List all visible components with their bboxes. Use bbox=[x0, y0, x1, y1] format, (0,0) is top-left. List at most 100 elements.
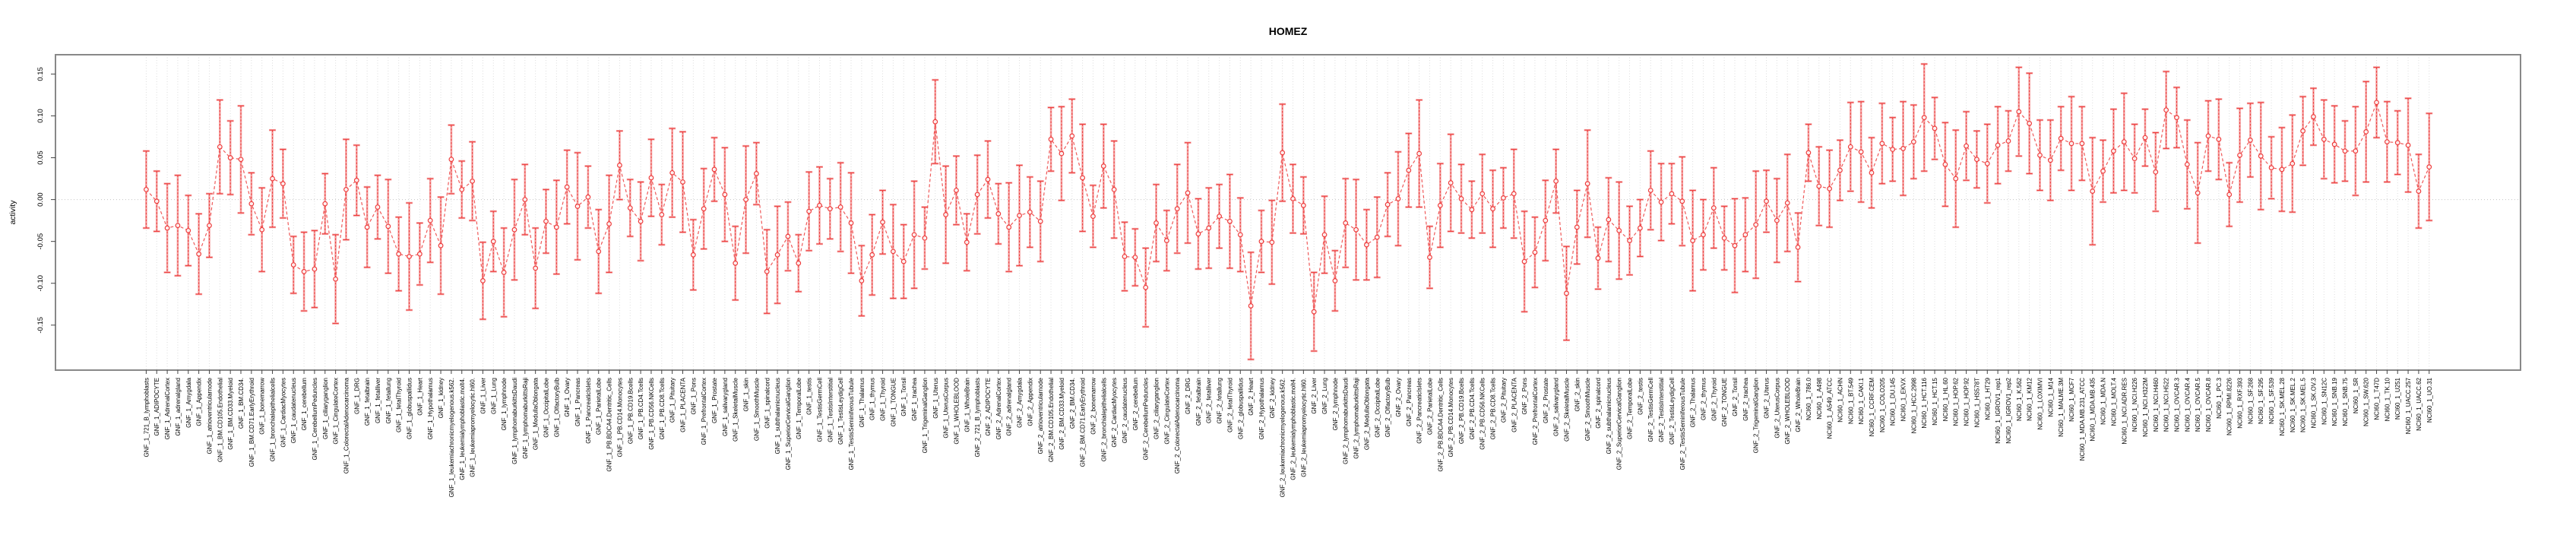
x-tick-label: GNF_1_atrioventricularnode bbox=[206, 377, 213, 454]
x-tick-label: GNF_1_Amygdala bbox=[185, 377, 192, 427]
data-point bbox=[1458, 196, 1464, 201]
data-point bbox=[1490, 206, 1495, 212]
x-tick-label: GNF_2_TestisInterstitial bbox=[1658, 378, 1665, 442]
data-point bbox=[2163, 107, 2169, 113]
x-tick-label: NCI60_1_BT.549 bbox=[1847, 377, 1854, 423]
data-point bbox=[1805, 150, 1812, 156]
data-point bbox=[1984, 160, 1990, 166]
data-point bbox=[1974, 157, 1979, 163]
data-point bbox=[1374, 234, 1380, 240]
data-point bbox=[207, 223, 212, 229]
x-tick-label: GNF_2_PB.CD8.Tcells bbox=[1490, 378, 1497, 439]
x-tick-label: NCI60_1_IGROV1_rep2 bbox=[2005, 377, 2012, 443]
data-point bbox=[511, 226, 517, 233]
data-point bbox=[1300, 202, 1306, 208]
data-point bbox=[1553, 178, 1559, 184]
x-tick-label: GNF_1_Thyroid bbox=[880, 378, 887, 421]
x-tick-label: GNF_1_subthalamicnucleus bbox=[774, 378, 781, 454]
data-point bbox=[1143, 284, 1149, 290]
data-point bbox=[1764, 198, 1769, 204]
data-point bbox=[1364, 242, 1369, 248]
x-tick-label: NCI60_1_HOP.62 bbox=[1953, 377, 1960, 426]
x-tick-label: GNF_2_PancreaticIslets bbox=[1416, 378, 1423, 444]
data-point bbox=[1616, 227, 1622, 233]
x-tick-label: GNF_2_Lung bbox=[1321, 378, 1328, 414]
data-point bbox=[627, 205, 633, 211]
data-point bbox=[2331, 141, 2337, 147]
x-tick-label: GNF_2_atrioventricularnode bbox=[1037, 377, 1044, 454]
data-point bbox=[2353, 148, 2359, 154]
data-point bbox=[543, 218, 549, 224]
data-point bbox=[1511, 191, 1517, 197]
x-tick-label: GNF_2_CardiacMyocytes bbox=[1111, 378, 1118, 448]
data-point bbox=[2027, 120, 2033, 126]
x-tick-label: GNF_2_SkeletalMuscle bbox=[1563, 377, 1570, 442]
data-point bbox=[964, 239, 970, 245]
x-tick-label: GNF_1_TestisLeydigCell bbox=[837, 378, 844, 445]
x-tick-label: NCI60_1_MALME.3M bbox=[2058, 378, 2065, 437]
x-tick-label: NCI60_1_ACHN bbox=[1837, 378, 1843, 423]
data-point bbox=[2121, 139, 2127, 145]
x-tick-label: GNF_2_lymphomaburkittsRaji bbox=[1353, 378, 1360, 459]
data-point bbox=[869, 252, 875, 258]
data-point bbox=[1784, 200, 1790, 206]
x-tick-label: GNF_1_leukemiapromyelocytic.hl60. bbox=[470, 378, 476, 477]
x-tick-label: GNF_2_WholeBrain bbox=[1795, 378, 1802, 432]
data-point bbox=[2311, 114, 2316, 119]
data-point bbox=[396, 251, 402, 257]
x-tick-label: GNF_1_BM.CD105.Endothelial bbox=[217, 378, 223, 462]
x-tick-label: GNF_2_OccipitalLobe bbox=[1374, 377, 1381, 437]
y-tick-label: 0.10 bbox=[36, 109, 45, 123]
x-tick-label: GNF_2_fetalThyroid bbox=[1226, 378, 1233, 432]
data-point bbox=[1964, 143, 1969, 149]
data-point bbox=[1290, 196, 1296, 201]
data-point bbox=[1753, 222, 1759, 228]
data-point bbox=[974, 192, 980, 198]
x-tick-label: NCI60_1_A549_ATCC bbox=[1827, 378, 1834, 439]
data-point bbox=[1027, 209, 1033, 215]
x-tick-label: GNF_1_spinalcord bbox=[764, 378, 771, 429]
data-point bbox=[1163, 238, 1169, 243]
data-point bbox=[1416, 150, 1422, 157]
x-tick-label: GNF_2_TrigeminalGanglion bbox=[1753, 378, 1760, 453]
data-point bbox=[574, 204, 581, 209]
x-tick-label: NCI60_1_SF.539 bbox=[2268, 377, 2275, 423]
data-point bbox=[1890, 147, 1896, 152]
x-tick-label: NCI60_1_SW.620 bbox=[2363, 377, 2370, 426]
data-point bbox=[806, 208, 812, 214]
x-tick-label: GNF_2_lymphomaburkittsDaudi bbox=[1343, 378, 1350, 464]
x-tick-label: GNF_2_Hypothalamus bbox=[1258, 378, 1265, 439]
data-point bbox=[1710, 205, 1717, 211]
data-point bbox=[1406, 167, 1412, 173]
data-point bbox=[270, 176, 275, 182]
data-point bbox=[1953, 176, 1959, 182]
data-point bbox=[1679, 198, 1685, 204]
x-tick-label: GNF_1_fetalbrain bbox=[364, 378, 371, 426]
data-point bbox=[985, 176, 991, 182]
x-tick-label: GNF_1_lymphnode bbox=[501, 377, 508, 430]
x-tick-label: NCI60_1_HCT.116 bbox=[1921, 377, 1928, 428]
data-point bbox=[764, 268, 770, 274]
data-point bbox=[1059, 150, 1065, 157]
x-tick-label: NCI60_1_PC.3 bbox=[2216, 377, 2223, 418]
data-point bbox=[259, 226, 265, 233]
data-point bbox=[1343, 220, 1349, 226]
data-point bbox=[153, 198, 160, 204]
x-tick-label: GNF_2_AdrenalCortex bbox=[995, 378, 1002, 439]
x-tick-label: NCI60_1_HT29 bbox=[1984, 377, 1991, 420]
x-tick-label: NCI60_1_SK.MEL.5 bbox=[2300, 377, 2307, 432]
data-point bbox=[1932, 125, 1938, 131]
x-tick-label: GNF_1_thymus bbox=[869, 378, 876, 420]
x-tick-label: GNF_2_leukemialymphoblastic.molt4. bbox=[1290, 378, 1297, 480]
data-point bbox=[817, 202, 822, 208]
x-tick-label: GNF_2_Ovary bbox=[1395, 378, 1402, 417]
data-point bbox=[2005, 138, 2011, 144]
x-tick-label: NCI60_1_OVCAR.5 bbox=[2195, 377, 2201, 432]
data-point bbox=[1879, 141, 1885, 147]
data-point bbox=[1721, 235, 1727, 241]
data-point bbox=[553, 224, 559, 230]
x-tick-label: GNF_2_PB.BDCA4.Dentritic_Cells bbox=[1437, 378, 1444, 472]
data-point bbox=[711, 166, 717, 173]
data-point bbox=[1479, 191, 1486, 197]
x-axis-ticks bbox=[145, 370, 2430, 374]
